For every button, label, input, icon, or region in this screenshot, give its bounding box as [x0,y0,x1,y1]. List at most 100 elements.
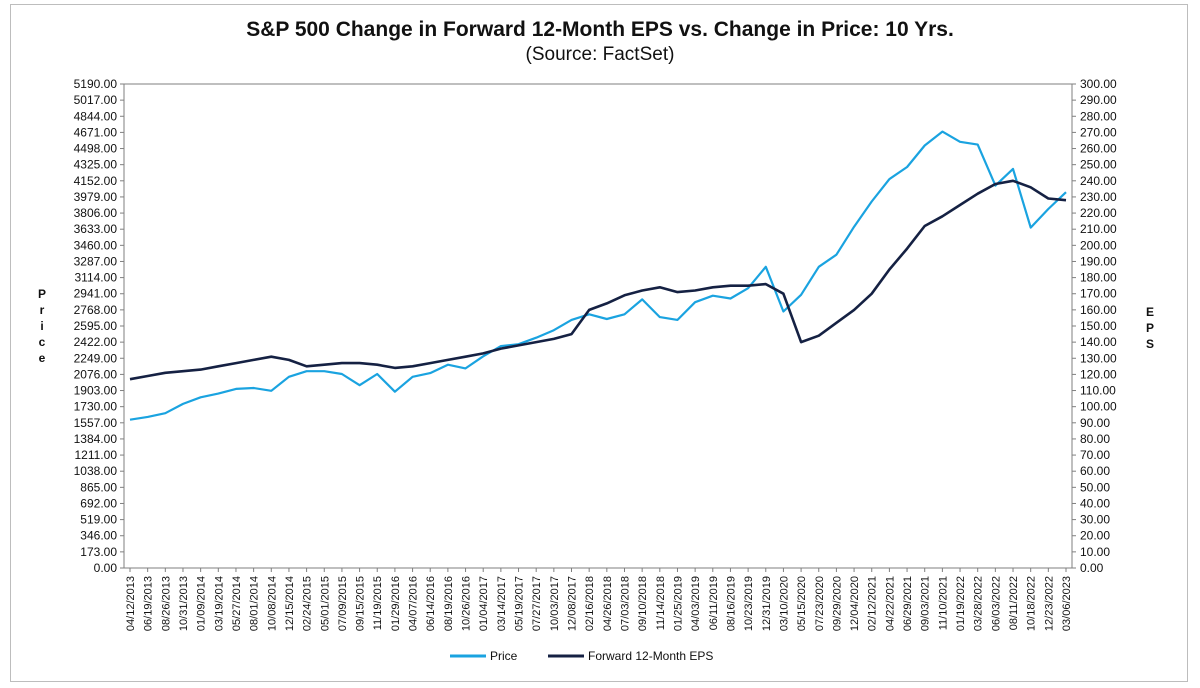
y-tick-label: 2595.00 [74,319,118,333]
y2-tick-label: 240.00 [1080,174,1117,188]
y2-tick-label: 190.00 [1080,254,1117,268]
x-tick-label: 01/09/2014 [196,576,208,631]
y-tick-label: 2076.00 [74,367,118,381]
y-tick-label: 173.00 [80,545,117,559]
eps-series-line [129,179,1067,381]
y-axis-left: 0.00 173.00 346.00 519.00 692.00 865.00 1038.0… [74,77,124,575]
x-tick-label: 06/19/2013 [143,576,155,631]
y2-tick-label: 160.00 [1080,303,1117,317]
y2-tick-label: 290.00 [1080,93,1117,107]
y2-tick-label: 260.00 [1080,142,1117,156]
chart-subtitle: (Source: FactSet) [525,44,675,65]
y2-tick-label: 70.00 [1080,448,1110,462]
x-tick-label: 01/25/2019 [672,576,684,631]
y-tick-label: 3979.00 [74,190,118,204]
x-tick-label: 09/29/2020 [831,576,843,631]
x-tick-label: 05/01/2015 [319,576,331,631]
y-tick-label: 1730.00 [74,400,118,414]
x-tick-label: 08/26/2013 [160,576,172,631]
legend: Price Forward 12-Month EPS [450,649,713,663]
x-tick-label: 12/23/2022 [1043,576,1055,631]
x-axis: 04/12/2013 06/19/2013 08/26/2013 10/31/2013… [125,568,1073,631]
x-tick-label: 02/12/2021 [867,576,879,631]
chart-title: S&P 500 Change in Forward 12-Month EPS v… [246,18,954,41]
x-tick-label: 08/19/2016 [443,576,455,631]
y-tick-label: 1557.00 [74,416,118,430]
y-tick-label: 4152.00 [74,174,118,188]
y-tick-label: 5190.00 [74,77,118,91]
y2-tick-label: 10.00 [1080,545,1110,559]
x-tick-label: 09/15/2015 [355,576,367,631]
x-tick-label: 11/10/2021 [937,576,949,630]
y2-tick-label: 170.00 [1080,287,1117,301]
y2-tick-label: 40.00 [1080,496,1110,510]
y-tick-label: 4844.00 [74,109,118,123]
y2-tick-label: 250.00 [1080,158,1117,172]
y2-tick-label: 80.00 [1080,432,1110,446]
x-tick-label: 08/16/2019 [725,576,737,631]
x-tick-label: 05/27/2014 [231,576,243,631]
x-tick-label: 10/31/2013 [178,576,190,631]
x-tick-label: 10/03/2017 [549,576,561,631]
x-tick-label: 01/29/2016 [390,576,402,631]
x-tick-label: 10/26/2016 [461,576,473,631]
y-tick-label: 2941.00 [74,287,118,301]
y2-tick-label: 180.00 [1080,271,1117,285]
x-tick-label: 12/04/2020 [849,576,861,631]
x-tick-label: 12/08/2017 [567,576,579,631]
y-tick-label: 865.00 [80,480,117,494]
y-tick-label: 519.00 [80,513,117,527]
y2-tick-label: 210.00 [1080,222,1117,236]
x-tick-label: 03/14/2017 [496,576,508,631]
y2-tick-label: 100.00 [1080,400,1117,414]
x-tick-label: 06/11/2019 [708,576,720,630]
y-tick-label: 3460.00 [74,238,118,252]
x-tick-label: 08/11/2022 [1008,576,1020,630]
y-tick-label: 1038.00 [74,464,118,478]
y2-tick-label: 220.00 [1080,206,1117,220]
x-tick-label: 04/07/2016 [408,576,420,631]
x-tick-label: 03/19/2014 [213,576,225,631]
y2-tick-label: 0.00 [1080,561,1104,575]
x-tick-label: 04/22/2021 [884,576,896,631]
y-tick-label: 4498.00 [74,142,118,156]
y-axis-right: 0.00 10.00 20.00 30.00 40.00 50.00 60.00 70.00 8… [1072,77,1117,575]
x-tick-label: 09/10/2018 [637,576,649,631]
x-tick-label: 06/29/2021 [902,576,914,631]
x-tick-label: 04/26/2018 [602,576,614,631]
plot-area [123,83,1073,569]
y-tick-label: 346.00 [80,529,117,543]
x-tick-label: 11/14/2018 [655,576,667,630]
y-tick-label: 4671.00 [74,125,118,139]
x-tick-label: 03/10/2020 [778,576,790,631]
x-tick-label: 02/24/2015 [302,576,314,631]
x-tick-label: 06/03/2022 [990,576,1002,631]
chart-frame [10,4,1188,682]
y-tick-label: 692.00 [80,496,117,510]
legend-label-price: Price [490,649,518,663]
y2-tick-label: 20.00 [1080,529,1110,543]
y-tick-label: 4325.00 [74,158,118,172]
y2-tick-label: 130.00 [1080,351,1117,365]
plot-border [123,83,1073,569]
x-tick-label: 10/08/2014 [266,576,278,631]
x-tick-label: 09/03/2021 [920,576,932,631]
y2-tick-label: 30.00 [1080,513,1110,527]
y-tick-label: 1211.00 [75,448,118,462]
y2-tick-label: 280.00 [1080,109,1117,123]
x-tick-label: 03/28/2022 [973,576,985,631]
y2-tick-label: 50.00 [1080,480,1110,494]
x-tick-label: 08/01/2014 [249,576,261,631]
x-tick-label: 04/12/2013 [125,576,137,631]
x-tick-label: 07/03/2018 [619,576,631,631]
legend-label-eps: Forward 12-Month EPS [588,649,713,663]
y2-tick-label: 90.00 [1080,416,1110,430]
y-tick-label: 2768.00 [74,303,118,317]
x-tick-label: 12/15/2014 [284,576,296,631]
x-tick-label: 02/16/2018 [584,576,596,631]
x-tick-label: 05/15/2020 [796,576,808,631]
